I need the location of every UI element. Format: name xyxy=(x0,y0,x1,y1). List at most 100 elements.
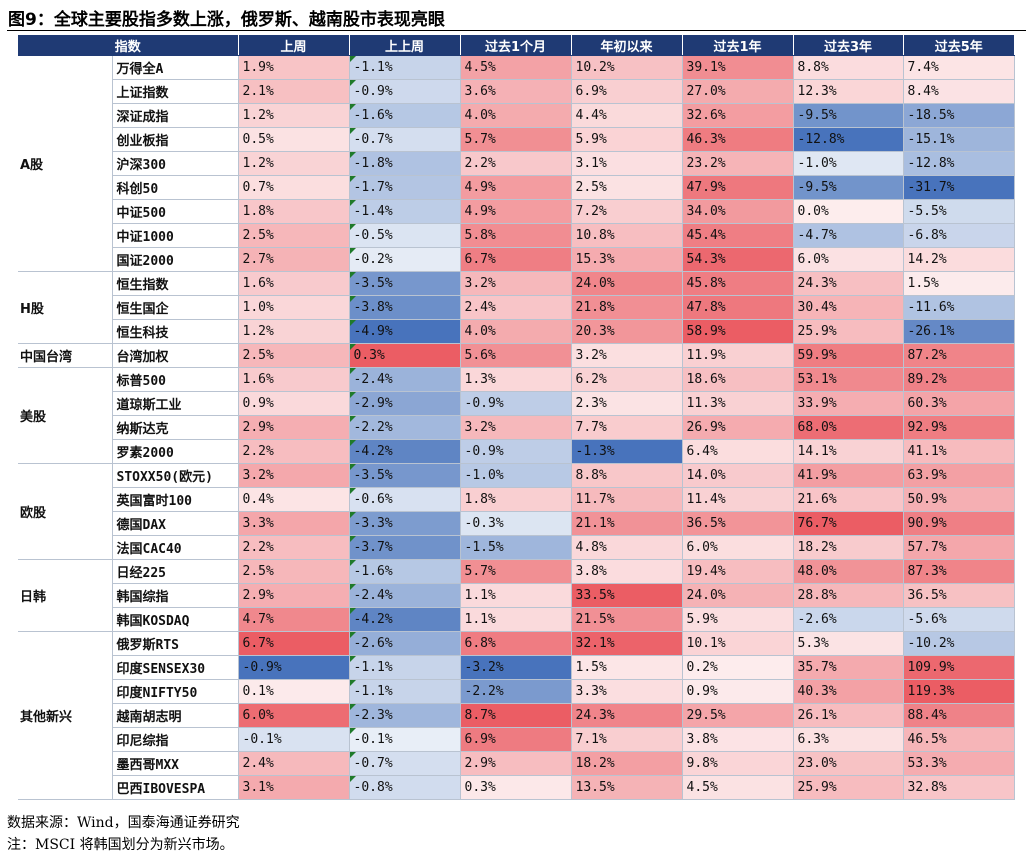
table-row: 罗素2000 2.2% -4.2% -0.9% -1.3% 6.4% 14.1% 41.1% xyxy=(18,439,1015,464)
value-cell: 41.9% xyxy=(792,463,904,488)
column-header: 过去1年 xyxy=(682,35,794,56)
value-cell: -0.9% xyxy=(237,655,350,680)
value-cell: 8.7% xyxy=(459,703,572,728)
value-cell: 15.3% xyxy=(570,247,683,272)
index-name: 越南胡志明 xyxy=(111,703,239,728)
table-row: 中证1000 2.5% -0.5% 5.8% 10.8% 45.4% -4.7% -6.8% xyxy=(18,223,1015,248)
index-name: 创业板指 xyxy=(111,127,239,152)
value-cell: 2.9% xyxy=(237,583,350,608)
value-cell: 14.2% xyxy=(902,247,1015,272)
value-cell: -2.2% xyxy=(348,415,461,440)
table-row: 韩国综指 2.9% -2.4% 1.1% 33.5% 24.0% 28.8% 36.5% xyxy=(18,583,1015,608)
table-row: 欧股 STOXX50(欧元) 3.2% -3.5% -1.0% 8.8% 14.0% 41.9… xyxy=(18,463,1015,560)
value-cell: 1.1% xyxy=(459,607,572,632)
value-cell: 36.5% xyxy=(902,583,1015,608)
value-cell: 5.9% xyxy=(570,127,683,152)
value-cell: -0.9% xyxy=(459,439,572,464)
value-cell: -0.9% xyxy=(459,391,572,416)
value-cell: 5.3% xyxy=(792,631,904,656)
value-cell: -6.8% xyxy=(902,223,1015,248)
index-name: 中证500 xyxy=(111,199,239,224)
value-cell: 1.2% xyxy=(237,103,350,128)
value-cell: 0.0% xyxy=(792,199,904,224)
value-cell: -12.8% xyxy=(902,151,1015,176)
value-cell: 90.9% xyxy=(902,511,1015,536)
column-header: 上上周 xyxy=(349,35,461,56)
value-cell: 45.8% xyxy=(681,271,794,296)
msci-note: 注：MSCI 将韩国划分为新兴市场。 xyxy=(7,837,234,853)
value-cell: 53.1% xyxy=(792,367,904,392)
index-name: 印尼综指 xyxy=(111,727,239,752)
table-body: A股 万得全A 1.9% -1.1% 4.5% 10.2% 39.1% 8.8% 7.4% 上证指… xyxy=(18,55,1015,800)
value-cell: 8.4% xyxy=(902,79,1015,104)
index-name: 日经225 xyxy=(111,559,239,584)
value-cell: -0.6% xyxy=(348,487,461,512)
value-cell: 36.5% xyxy=(681,511,794,536)
value-cell: 24.0% xyxy=(570,271,683,296)
value-cell: 4.4% xyxy=(570,103,683,128)
value-cell: 6.9% xyxy=(459,727,572,752)
value-cell: 2.5% xyxy=(237,223,350,248)
index-name: 标普500 xyxy=(111,367,239,392)
value-cell: -10.2% xyxy=(902,631,1015,656)
value-cell: -2.6% xyxy=(348,631,461,656)
value-cell: 6.7% xyxy=(459,247,572,272)
value-cell: 27.0% xyxy=(681,79,794,104)
value-cell: 23.2% xyxy=(681,151,794,176)
value-cell: 33.5% xyxy=(570,583,683,608)
column-header: 指数 xyxy=(18,35,239,56)
value-cell: 24.0% xyxy=(681,583,794,608)
returns-heatmap-table: 指数 上周 上上周 过去1个月 年初以来 过去1年 过去3年 过去5年 A股 万得… xyxy=(18,35,1015,800)
value-cell: 41.1% xyxy=(902,439,1015,464)
value-cell: 21.1% xyxy=(570,511,683,536)
value-cell: 1.8% xyxy=(237,199,350,224)
value-cell: 1.2% xyxy=(237,151,350,176)
value-cell: 45.4% xyxy=(681,223,794,248)
value-cell: 32.8% xyxy=(902,775,1015,800)
value-cell: 14.1% xyxy=(792,439,904,464)
value-cell: 59.9% xyxy=(792,343,904,368)
value-cell: 24.3% xyxy=(792,271,904,296)
value-cell: 24.3% xyxy=(570,703,683,728)
table-row: 其他新兴 俄罗斯RTS 6.7% -2.6% 6.8% 32.1% 10.1% 5.3% -10… xyxy=(18,631,1015,800)
value-cell: 4.5% xyxy=(681,775,794,800)
value-cell: 34.0% xyxy=(681,199,794,224)
table-row: 巴西IBOVESPA 3.1% -0.8% 0.3% 13.5% 4.5% 25.9% 32.… xyxy=(18,775,1015,800)
index-name: 台湾加权 xyxy=(111,343,239,368)
value-cell: -1.1% xyxy=(348,55,461,80)
value-cell: 5.6% xyxy=(459,343,572,368)
value-cell: 92.9% xyxy=(902,415,1015,440)
table-row: 墨西哥MXX 2.4% -0.7% 2.9% 18.2% 9.8% 23.0% 53.3% xyxy=(18,751,1015,776)
value-cell: -1.0% xyxy=(459,463,572,488)
value-cell: 3.2% xyxy=(237,463,350,488)
index-name: STOXX50(欧元) xyxy=(111,463,239,488)
value-cell: 18.2% xyxy=(570,751,683,776)
value-cell: 6.8% xyxy=(459,631,572,656)
value-cell: 6.2% xyxy=(570,367,683,392)
index-name: 印度SENSEX30 xyxy=(111,655,239,680)
value-cell: 19.4% xyxy=(681,559,794,584)
group-label: 美股 xyxy=(18,367,113,464)
value-cell: 21.6% xyxy=(792,487,904,512)
table-row: 印尼综指 -0.1% -0.1% 6.9% 7.1% 3.8% 6.3% 46.5% xyxy=(18,727,1015,752)
value-cell: 8.8% xyxy=(792,55,904,80)
value-cell: 3.2% xyxy=(459,271,572,296)
value-cell: -0.7% xyxy=(348,127,461,152)
value-cell: -0.2% xyxy=(348,247,461,272)
value-cell: -12.8% xyxy=(792,127,904,152)
column-header: 年初以来 xyxy=(571,35,683,56)
value-cell: 39.1% xyxy=(681,55,794,80)
value-cell: 2.2% xyxy=(459,151,572,176)
value-cell: -0.3% xyxy=(459,511,572,536)
index-name: 科创50 xyxy=(111,175,239,200)
value-cell: -2.2% xyxy=(459,679,572,704)
column-header: 上周 xyxy=(238,35,350,56)
value-cell: -1.6% xyxy=(348,559,461,584)
value-cell: 25.9% xyxy=(792,319,904,344)
value-cell: -2.4% xyxy=(348,367,461,392)
value-cell: 28.8% xyxy=(792,583,904,608)
value-cell: 1.9% xyxy=(237,55,350,80)
value-cell: 2.9% xyxy=(459,751,572,776)
value-cell: 25.9% xyxy=(792,775,904,800)
value-cell: -4.2% xyxy=(348,439,461,464)
